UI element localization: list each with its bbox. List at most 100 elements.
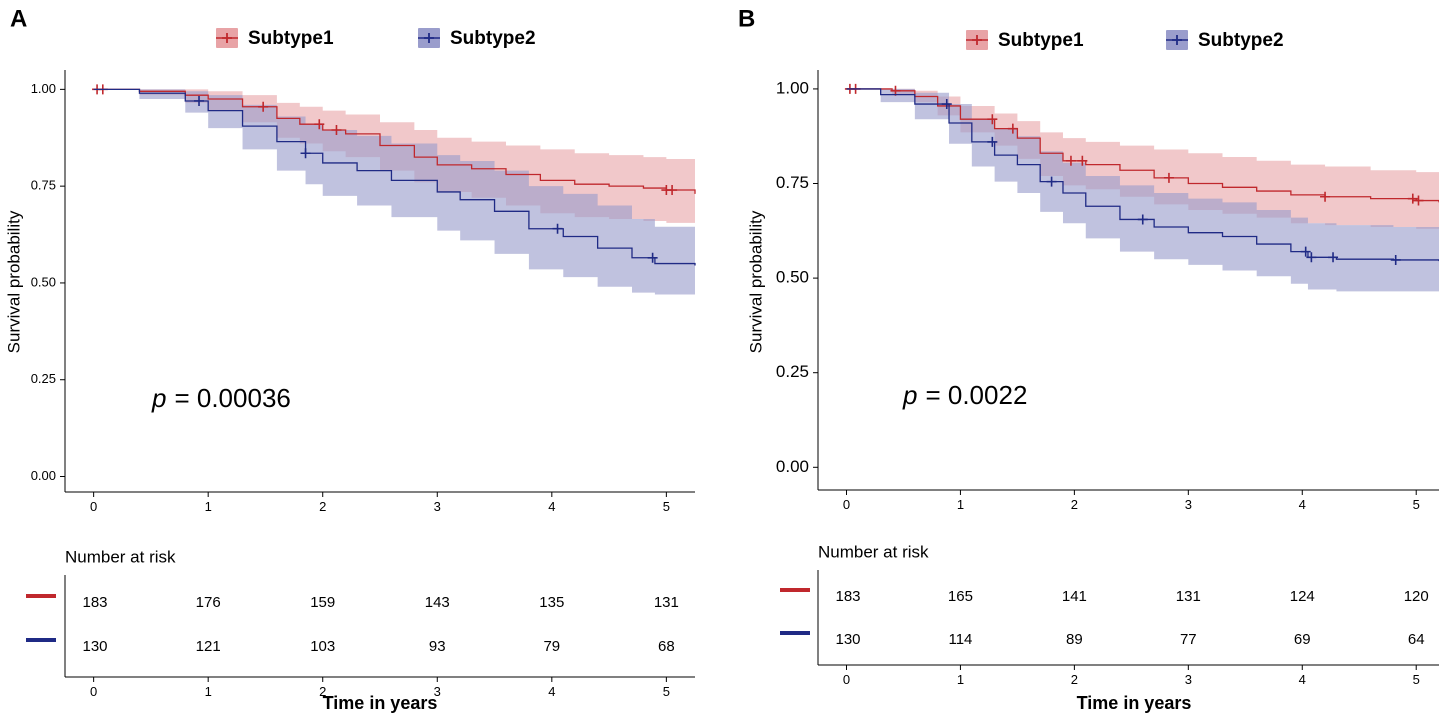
risk-x-tick-label: 4 (548, 684, 555, 699)
x-tick-label: 2 (319, 499, 326, 514)
censor-mark (1390, 254, 1401, 265)
at-risk-value: 183 (835, 588, 860, 605)
censor-mark (314, 119, 325, 130)
y-tick-label: 1.00 (776, 78, 809, 97)
censor-mark (647, 252, 658, 263)
risk-x-tick-label: 5 (663, 684, 670, 699)
at-risk-value: 183 (82, 594, 107, 611)
censor-mark (1163, 172, 1174, 183)
at-risk-value: 120 (1404, 588, 1429, 605)
p-value-prefix: p (151, 383, 166, 413)
risk-x-tick-label: 3 (434, 684, 441, 699)
risk-table-title: Number at risk (65, 547, 176, 566)
y-tick-label: 0.25 (31, 371, 56, 386)
x-tick-label: 5 (663, 499, 670, 514)
x-tick-label: 0 (90, 499, 97, 514)
censor-mark (331, 125, 342, 136)
p-value: p = 0.0022 (902, 380, 1027, 410)
y-tick-label: 0.25 (776, 362, 809, 381)
at-risk-value: 130 (835, 631, 860, 648)
x-tick-label: 3 (434, 499, 441, 514)
y-tick-label: 0.75 (776, 173, 809, 192)
y-tick-label: 1.00 (31, 81, 56, 96)
censor-mark (1077, 155, 1088, 166)
censor-mark (1046, 176, 1057, 187)
at-risk-value: 159 (310, 594, 335, 611)
legend-censor-mark (1172, 35, 1182, 45)
censor-mark (667, 185, 678, 196)
censor-mark (258, 101, 269, 112)
censor-mark (552, 223, 563, 234)
y-tick-label: 0.75 (31, 178, 56, 193)
x-axis-label: Time in years (323, 693, 438, 713)
censor-mark (1300, 246, 1311, 257)
y-axis-label: Survival probability (746, 210, 765, 353)
censor-mark (1306, 252, 1317, 263)
y-tick-label: 0.00 (776, 457, 809, 476)
at-risk-value: 69 (1294, 631, 1311, 648)
y-tick-label: 0.00 (31, 468, 56, 483)
risk-x-tick-label: 4 (1299, 672, 1306, 687)
x-tick-label: 4 (1299, 497, 1306, 512)
censor-mark (1320, 191, 1331, 202)
x-tick-label: 3 (1185, 497, 1192, 512)
at-risk-value: 103 (310, 638, 335, 655)
p-value-prefix: p (902, 380, 917, 410)
at-risk-value: 64 (1408, 631, 1425, 648)
x-tick-label: 0 (843, 497, 850, 512)
legend-label-subtype2: Subtype2 (450, 28, 536, 49)
legend-label-subtype2: Subtype2 (1198, 30, 1284, 51)
p-value-text: = 0.00036 (174, 383, 290, 413)
p-value: p = 0.00036 (151, 383, 291, 413)
survival-curve-subtype2 (93, 88, 696, 266)
x-tick-label: 1 (957, 497, 964, 512)
censor-mark (1137, 214, 1148, 225)
x-tick-label: 5 (1413, 497, 1420, 512)
censor-mark (194, 95, 205, 106)
at-risk-value: 89 (1066, 631, 1083, 648)
survival-curve-subtype2 (846, 88, 1439, 262)
censor-mark (1328, 252, 1339, 263)
risk-x-tick-label: 2 (1071, 672, 1078, 687)
x-tick-label: 4 (548, 499, 555, 514)
legend-censor-mark (424, 33, 434, 43)
y-tick-label: 0.50 (31, 274, 56, 289)
censor-mark (987, 114, 998, 125)
censor-mark (1413, 195, 1424, 206)
risk-x-tick-label: 3 (1185, 672, 1192, 687)
y-tick-label: 0.50 (776, 268, 809, 287)
risk-table-title: Number at risk (818, 542, 929, 561)
at-risk-value: 130 (82, 638, 107, 655)
y-axis-label: Survival probability (4, 210, 23, 353)
risk-x-tick-label: 0 (843, 672, 850, 687)
at-risk-value: 143 (425, 594, 450, 611)
ci-band-subtype2 (93, 89, 696, 297)
risk-x-tick-label: 1 (957, 672, 964, 687)
at-risk-value: 79 (543, 638, 560, 655)
risk-x-tick-label: 0 (90, 684, 97, 699)
survival-curve-subtype1 (93, 88, 696, 194)
x-tick-label: 1 (205, 499, 212, 514)
censor-mark (1065, 155, 1076, 166)
risk-x-tick-label: 5 (1413, 672, 1420, 687)
legend-censor-mark (972, 35, 982, 45)
risk-x-tick-label: 1 (205, 684, 212, 699)
censor-mark (300, 148, 311, 159)
panel-label: A (10, 5, 27, 32)
at-risk-value: 77 (1180, 631, 1197, 648)
at-risk-value: 114 (948, 631, 972, 648)
ci-band-subtype2 (846, 88, 1439, 292)
at-risk-value: 135 (539, 594, 564, 611)
legend-label-subtype1: Subtype1 (248, 28, 334, 49)
panel-label: B (738, 5, 755, 32)
at-risk-value: 165 (948, 588, 973, 605)
censor-mark (1407, 193, 1418, 204)
at-risk-value: 131 (1176, 588, 1201, 605)
at-risk-value: 121 (196, 638, 221, 655)
risk-x-tick-label: 2 (319, 684, 326, 699)
at-risk-value: 176 (196, 594, 221, 611)
at-risk-value: 141 (1062, 588, 1087, 605)
at-risk-value: 131 (654, 594, 679, 611)
